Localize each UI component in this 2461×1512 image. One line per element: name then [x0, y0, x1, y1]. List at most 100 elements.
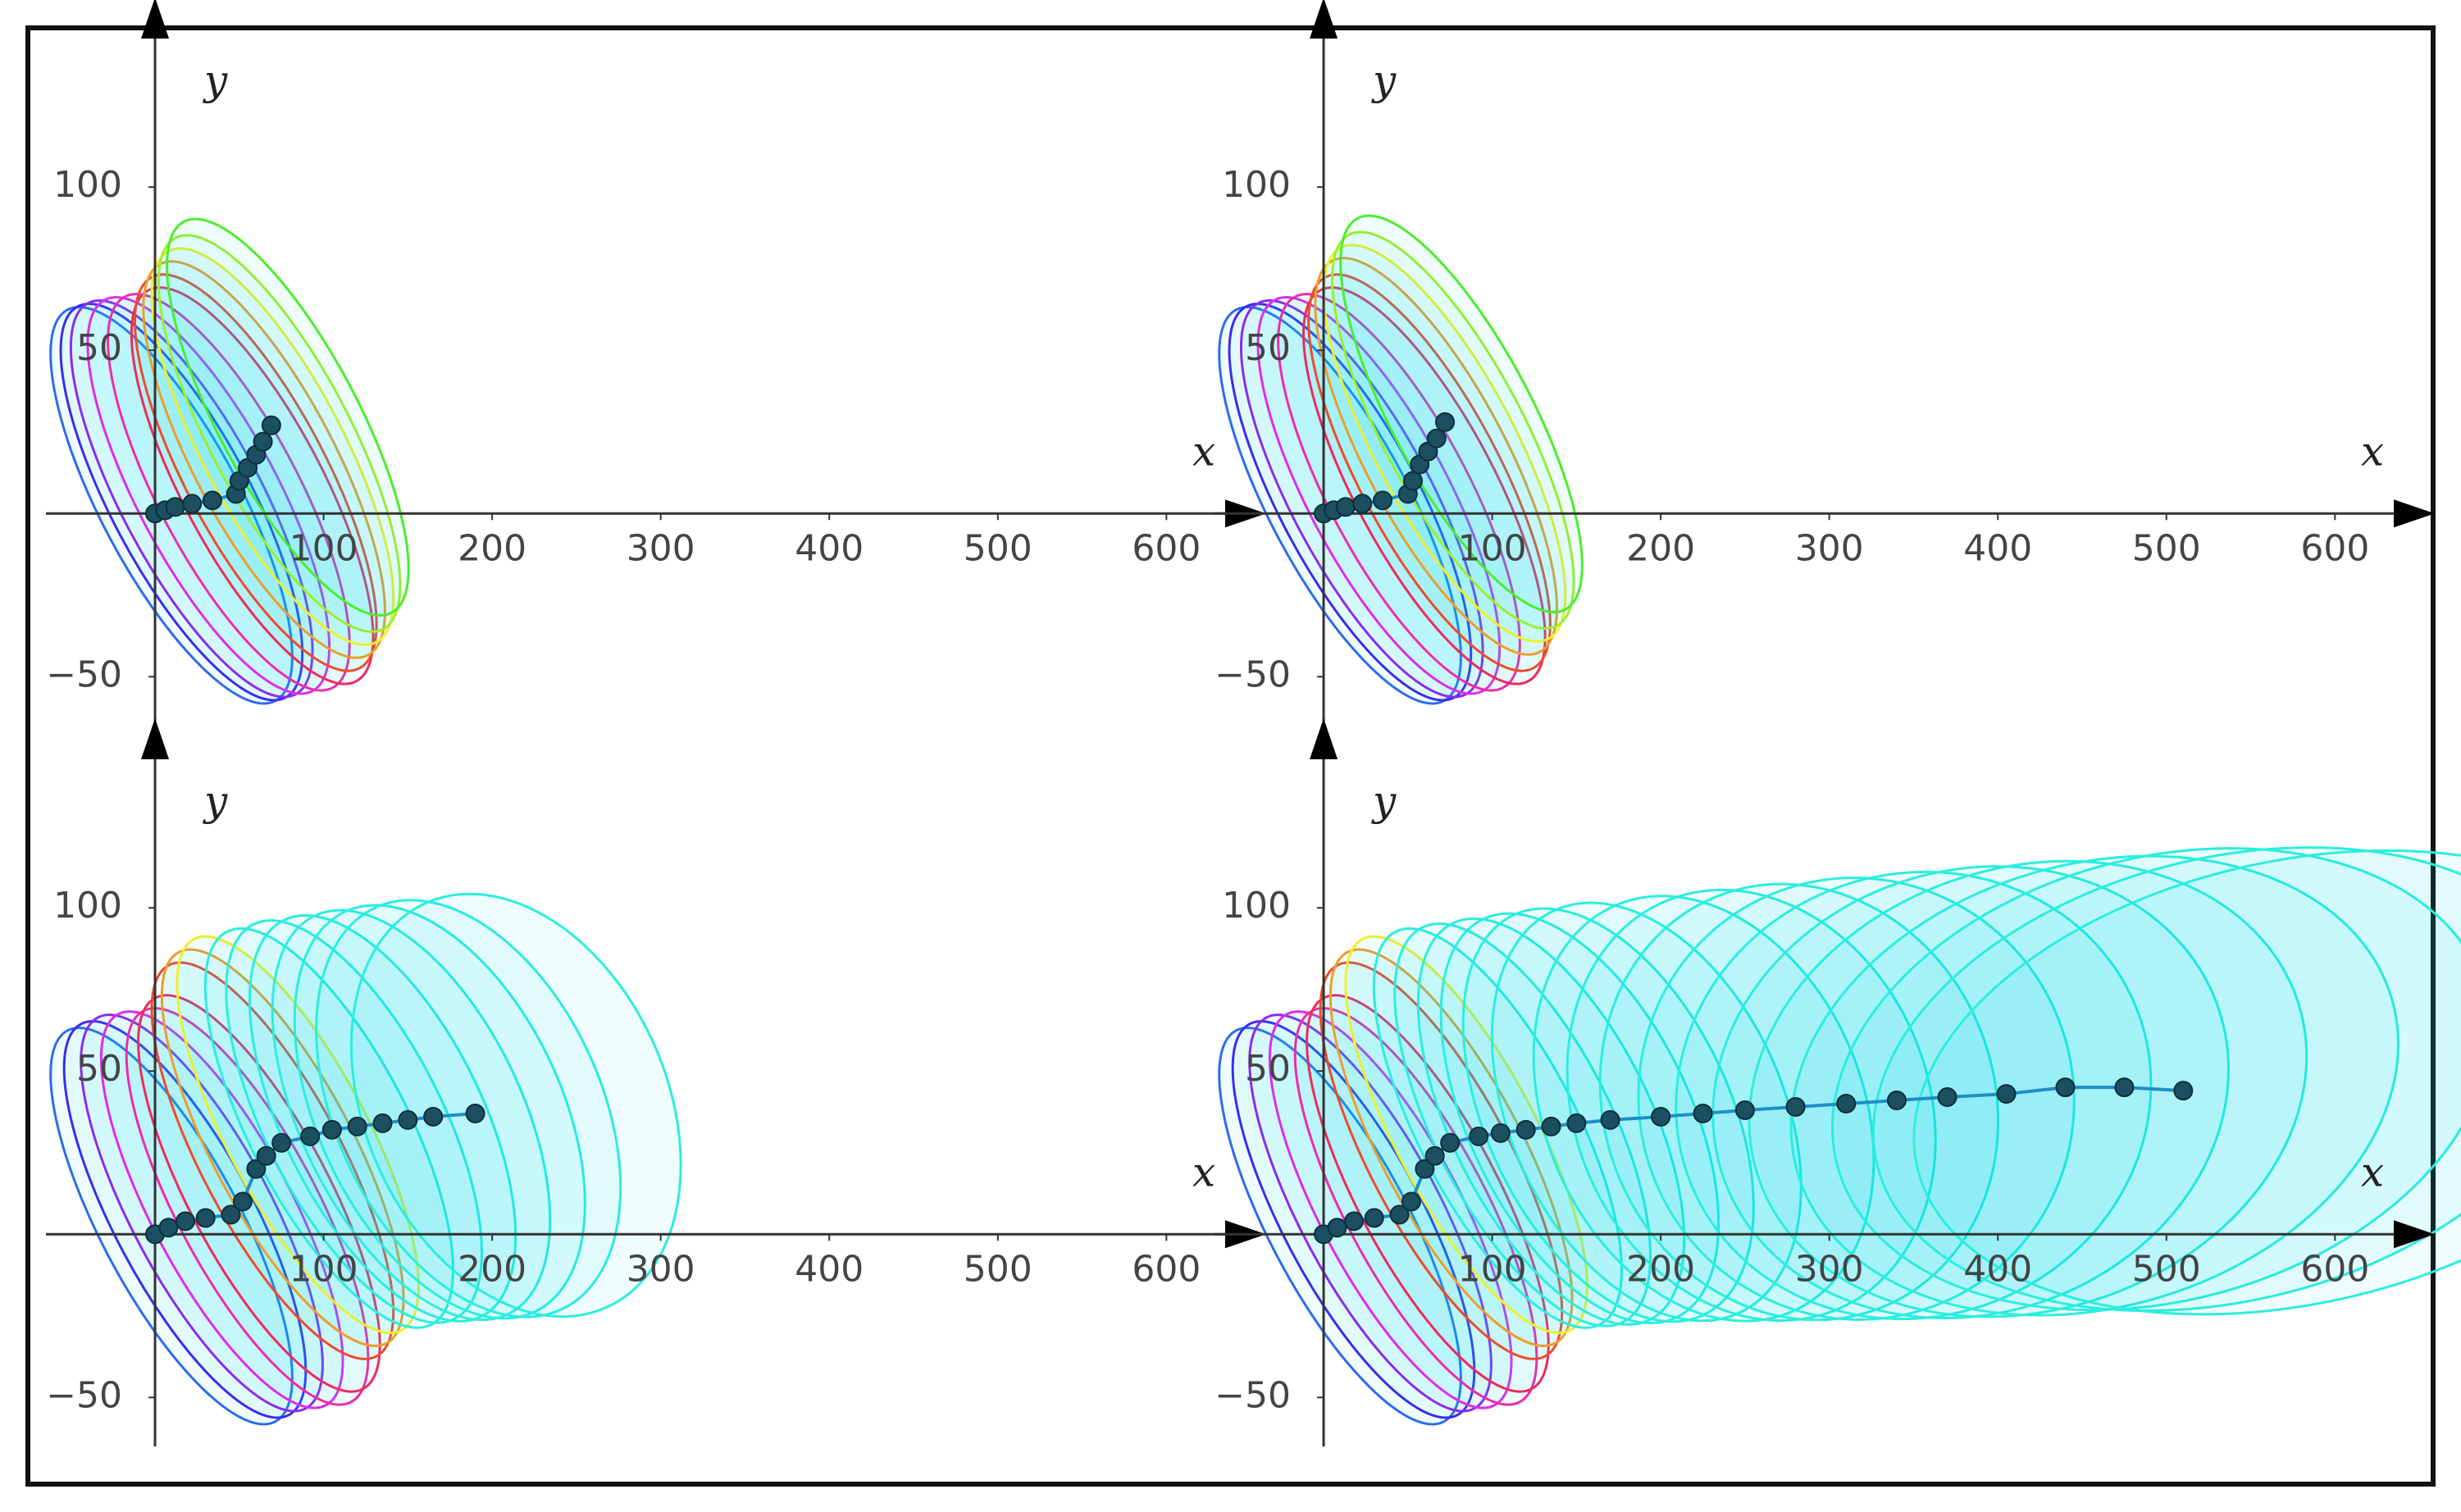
envelope: [166, 217, 410, 617]
point: [1937, 1087, 1957, 1108]
point: [398, 1109, 418, 1130]
point: [300, 1126, 321, 1146]
x-tick-label: 500: [2132, 527, 2201, 569]
point: [1402, 471, 1423, 491]
y-tick-label: −50: [1215, 654, 1291, 695]
x-tick-label: 200: [458, 1248, 526, 1290]
point: [195, 1208, 216, 1228]
envelope: [1748, 859, 2308, 1318]
envelope: [130, 286, 375, 685]
y-tick-label: 50: [1245, 327, 1291, 369]
point: [1440, 1132, 1461, 1153]
x-tick-label: 400: [795, 527, 864, 569]
envelope: [1675, 870, 2153, 1321]
x-tick-label: 500: [964, 1248, 1032, 1290]
point: [253, 431, 273, 452]
y-axis-label: y: [1371, 777, 1397, 825]
point: [465, 1103, 485, 1123]
envelope: [1637, 877, 2076, 1321]
point: [1734, 1100, 1755, 1120]
point: [1836, 1094, 1857, 1114]
point: [246, 1159, 267, 1179]
y-arrow: [1310, 718, 1338, 759]
point: [1415, 1159, 1435, 1179]
x-tick-label: 400: [1963, 527, 2032, 569]
point: [1515, 1119, 1536, 1140]
point: [1469, 1126, 1489, 1146]
x-tick-label: 600: [2300, 527, 2369, 569]
envelope: [1912, 849, 2461, 1316]
envelope: [1871, 846, 2461, 1313]
x-tick-label: 300: [1795, 1248, 1864, 1290]
point: [256, 1145, 276, 1166]
point: [423, 1106, 444, 1127]
x-tick-label: 500: [964, 527, 1032, 569]
point: [1435, 412, 1456, 432]
y-tick-label: 100: [1222, 164, 1291, 206]
y-axis-label: y: [1371, 57, 1397, 104]
y-tick-label: 100: [53, 885, 122, 927]
point: [1600, 1109, 1620, 1130]
point: [2055, 1077, 2076, 1098]
point: [1886, 1091, 1907, 1111]
point: [1372, 490, 1392, 511]
x-tick-label: 400: [1963, 1248, 2032, 1290]
point: [1344, 1211, 1365, 1232]
x-tick-label: 100: [1458, 527, 1527, 569]
point: [1352, 494, 1373, 514]
point: [271, 1132, 292, 1153]
y-tick-label: 50: [1245, 1048, 1291, 1090]
panel: x y 100 200 300 400 500 600 −50 50 100: [46, 0, 1266, 726]
x-arrow: [2394, 499, 2435, 528]
panel: x y 100 200 300 400 500 600 −50 50 100: [1215, 718, 2461, 1446]
y-tick-label: 50: [76, 327, 122, 369]
point: [1424, 1145, 1445, 1166]
x-arrow: [2394, 1220, 2435, 1249]
point: [1693, 1103, 1713, 1123]
x-axis-label: x: [2361, 427, 2384, 475]
x-tick-label: 600: [1132, 527, 1201, 569]
envelope: [157, 234, 402, 633]
y-tick-label: 50: [76, 1048, 122, 1090]
point: [1389, 1205, 1410, 1225]
point: [202, 490, 222, 511]
point: [1426, 428, 1447, 449]
point: [1651, 1106, 1671, 1127]
envelope: [1711, 865, 2230, 1319]
point: [1335, 497, 1356, 517]
x-axis-label: x: [1192, 427, 1215, 475]
envelope: [1490, 901, 1802, 1323]
point: [1401, 1191, 1421, 1212]
y-arrow: [141, 718, 170, 759]
point: [182, 494, 203, 514]
y-tick-label: −50: [46, 1374, 122, 1416]
envelope: [1302, 286, 1547, 685]
x-tick-label: 600: [1132, 1248, 1201, 1290]
point: [1785, 1097, 1806, 1117]
y-arrow: [1310, 0, 1338, 39]
point: [1566, 1113, 1587, 1133]
y-arrow: [141, 0, 170, 39]
point: [1327, 1218, 1347, 1238]
envelope: [349, 892, 682, 1318]
x-axis-label: x: [2361, 1148, 2384, 1195]
x-tick-label: 300: [627, 527, 695, 569]
trajectory-line: [154, 1111, 476, 1236]
point: [347, 1116, 367, 1136]
y-tick-label: −50: [1215, 1374, 1291, 1416]
point: [372, 1113, 393, 1133]
point: [221, 1205, 241, 1225]
point: [1490, 1123, 1511, 1143]
x-tick-label: 100: [1458, 1248, 1527, 1290]
x-tick-label: 100: [289, 527, 358, 569]
point: [2114, 1077, 2135, 1098]
point: [158, 1218, 179, 1238]
point: [165, 497, 185, 517]
y-tick-label: 100: [53, 164, 122, 206]
x-tick-label: 300: [1795, 527, 1864, 569]
x-tick-label: 400: [795, 1248, 864, 1290]
panel: x y 100 200 300 400 500 600 −50 50 100: [46, 718, 1266, 1446]
x-tick-label: 200: [1626, 1248, 1695, 1290]
x-tick-label: 500: [2132, 1248, 2201, 1290]
